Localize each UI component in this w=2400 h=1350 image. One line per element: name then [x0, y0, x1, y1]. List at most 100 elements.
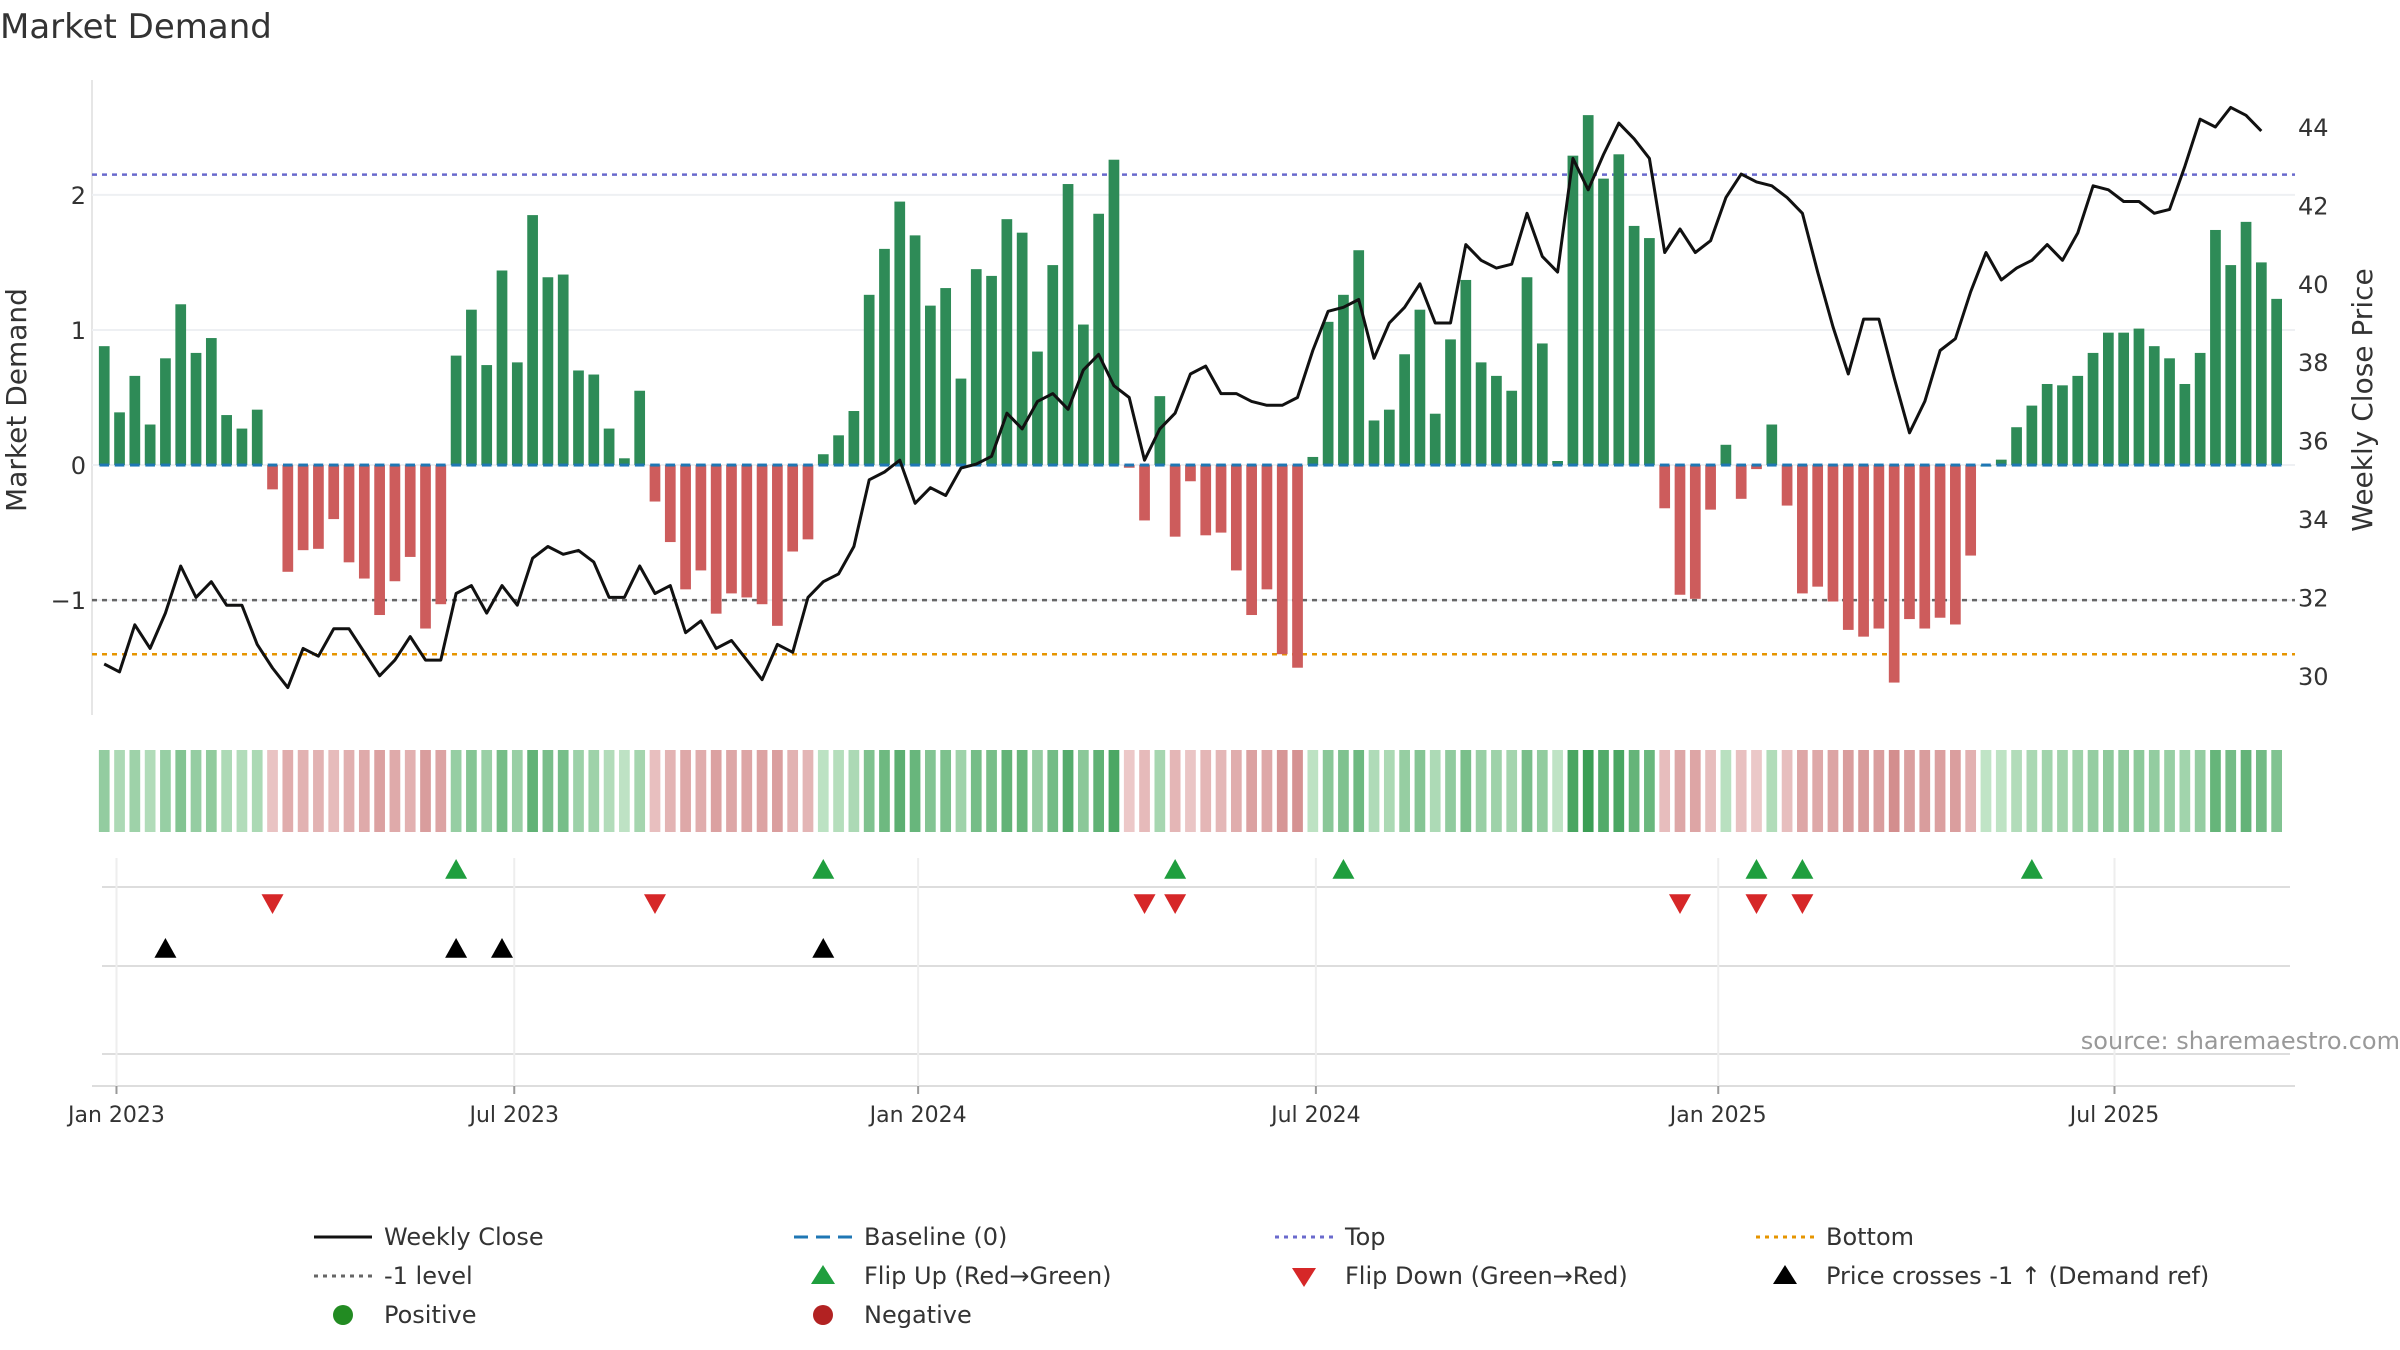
demand-bar: [2164, 358, 2175, 466]
legend-label: -1 level: [384, 1262, 473, 1290]
heat-cell: [1016, 750, 1028, 832]
legend-label: Weekly Close: [384, 1223, 544, 1251]
heat-cell: [1567, 750, 1579, 832]
heat-cell: [297, 750, 309, 832]
demand-bar: [2072, 375, 2084, 466]
demand-bar: [1659, 465, 1671, 509]
heat-cell: [511, 750, 523, 832]
demand-bar: [1644, 238, 1655, 466]
heat-cell: [1873, 750, 1885, 832]
demand-bar: [741, 465, 753, 598]
demand-bar: [1001, 219, 1013, 466]
heat-cell: [1200, 750, 1212, 832]
y2-tick-label: 42: [2298, 192, 2329, 220]
chart-title: Market Demand: [0, 7, 272, 47]
demand-bar: [955, 378, 967, 466]
legend-item: Weekly Close: [314, 1223, 544, 1251]
legend-tri-up-swatch: [1773, 1265, 1797, 1284]
heat-cell: [1322, 750, 1334, 832]
heat-cell: [466, 750, 477, 832]
demand-bar: [1521, 277, 1533, 466]
main-panel: −1 0 1 2 30 32 34 36 38 40 42 44 Market Demand Wee…: [0, 80, 2379, 715]
x-tick-label: Jan 2025: [1668, 1103, 1767, 1128]
heat-cell: [848, 750, 860, 832]
demand-bar: [2255, 262, 2267, 466]
legend-tri-up-swatch: [811, 1265, 835, 1284]
demand-bar: [175, 304, 187, 466]
heat-cell: [2087, 750, 2099, 832]
demand-bar: [664, 465, 676, 543]
demand-bar: [1965, 465, 1977, 556]
demand-bar: [588, 374, 600, 466]
heat-cell: [710, 750, 722, 832]
heat-cell: [1613, 750, 1625, 832]
heat-cell: [741, 750, 753, 832]
heat-cell: [1383, 750, 1395, 832]
demand-bar: [1445, 339, 1456, 466]
legend-item: Top: [1275, 1223, 1386, 1251]
signal-panels: Jan 2023 Jul 2023 Jan 2024 Jul 2024 Jan 2025…: [66, 858, 2400, 1128]
legend-label: Flip Down (Green→Red): [1345, 1262, 1628, 1290]
x-tick-label: Jan 2024: [868, 1103, 967, 1128]
demand-bar: [1047, 265, 1059, 466]
y2-tick-label: 34: [2298, 506, 2329, 534]
heat-cell: [1674, 750, 1686, 832]
heat-cell: [1980, 750, 1992, 832]
heat-cell: [1827, 750, 1839, 832]
demand-bar: [129, 375, 141, 466]
heat-cell: [328, 750, 340, 832]
heat-cell: [1506, 750, 1518, 832]
demand-bar: [2148, 346, 2160, 466]
heat-cell: [1185, 750, 1196, 832]
demand-bar: [1567, 155, 1579, 466]
flip-up-marker: [1332, 859, 1355, 879]
demand-bar: [1720, 444, 1732, 466]
flip-up-marker: [445, 859, 468, 879]
legend-item: Negative: [813, 1301, 972, 1329]
demand-bar: [1950, 465, 1961, 625]
demand-bar: [1338, 294, 1349, 466]
heat-cell: [2026, 750, 2038, 832]
demand-bar: [144, 424, 156, 466]
heat-cell: [1965, 750, 1977, 832]
demand-bar: [925, 305, 936, 466]
demand-bar: [557, 274, 569, 466]
heat-cell: [160, 750, 171, 832]
heat-cell: [1812, 750, 1824, 832]
heat-cell: [664, 750, 676, 832]
heat-cell: [1751, 750, 1762, 832]
heat-cell: [1934, 750, 1946, 832]
demand-bar: [542, 277, 554, 466]
heat-cell: [863, 750, 875, 832]
heat-cell: [2011, 750, 2022, 832]
heat-cell: [970, 750, 982, 832]
demand-bar: [358, 465, 370, 579]
flip-up-marker: [2020, 859, 2043, 879]
demand-bar: [2011, 427, 2022, 466]
heat-cell: [649, 750, 661, 832]
heat-cell: [1766, 750, 1778, 832]
source-attribution: source: sharemaestro.com: [2081, 1027, 2400, 1055]
demand-bar: [1322, 321, 1334, 466]
demand-bar: [251, 409, 263, 466]
demand-bar: [2041, 383, 2053, 466]
demand-bar: [1888, 465, 1900, 683]
heat-cell: [2210, 750, 2221, 832]
heat-cell: [450, 750, 462, 832]
heat-cell: [1797, 750, 1808, 832]
flip-up-marker: [812, 859, 835, 879]
heat-cell: [909, 750, 921, 832]
demand-bar: [1812, 465, 1824, 587]
heat-cell: [1062, 750, 1074, 832]
demand-bar: [909, 235, 921, 466]
heat-cell: [1950, 750, 1961, 832]
demand-bar: [1108, 159, 1120, 466]
demand-bar: [313, 465, 324, 549]
demand-bar: [787, 465, 799, 552]
x-tick-label: Jan 2023: [66, 1103, 165, 1128]
heat-cell: [2179, 750, 2191, 832]
heat-cell: [619, 750, 630, 832]
demand-bar: [527, 215, 538, 466]
demand-bar: [2026, 405, 2038, 466]
heat-cell: [374, 750, 385, 832]
